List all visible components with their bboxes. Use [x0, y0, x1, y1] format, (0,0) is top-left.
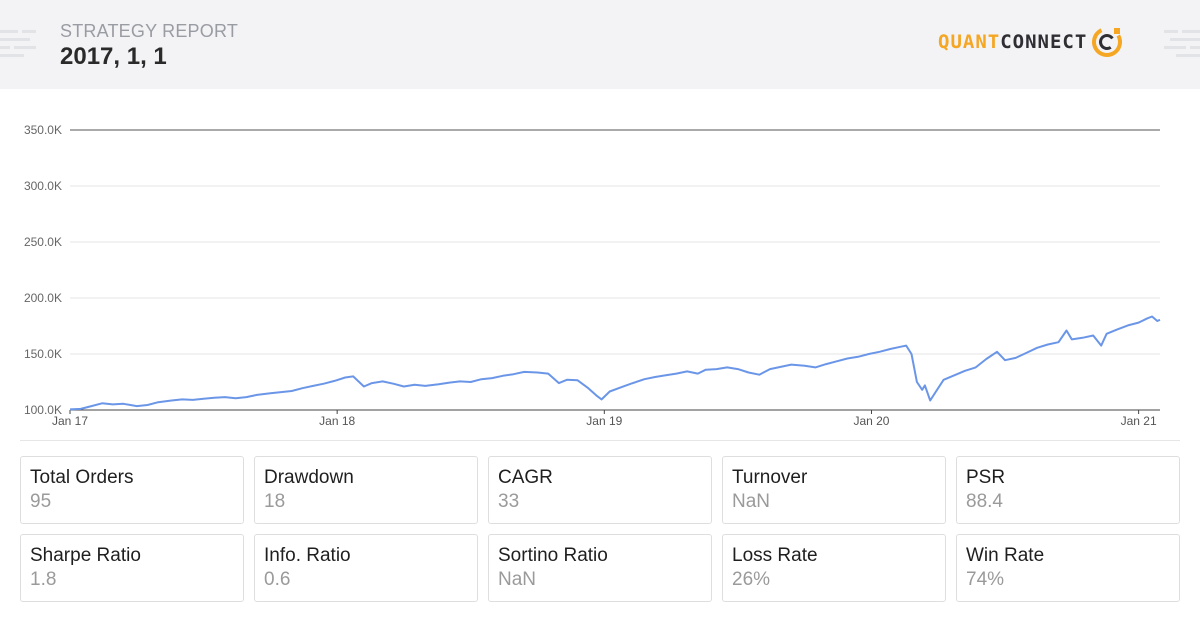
stat-card: Info. Ratio 0.6	[254, 534, 478, 602]
stat-label: Sortino Ratio	[498, 545, 608, 566]
stat-card: Total Orders 95	[20, 456, 244, 524]
stat-card: Sharpe Ratio 1.8	[20, 534, 244, 602]
report-date-title: 2017, 1, 1	[60, 43, 167, 70]
stat-card: Loss Rate 26%	[722, 534, 946, 602]
quantconnect-mark-icon	[1092, 27, 1123, 57]
stat-value: 88.4	[966, 491, 1003, 512]
logo-text-quant: QUANT	[938, 31, 1001, 53]
stat-card: Win Rate 74%	[956, 534, 1180, 602]
stat-card: Sortino Ratio NaN	[488, 534, 712, 602]
stat-card: PSR 88.4	[956, 456, 1180, 524]
equity-line-chart: 100.0K 150.0K 200.0K 250.0K 300.0K 350.0K Jan …	[24, 123, 1161, 428]
stat-value: NaN	[732, 491, 771, 512]
stat-label: Total Orders	[30, 467, 134, 488]
stat-value: 95	[30, 491, 52, 512]
y-tick-label: 350.0K	[24, 123, 62, 137]
stat-value: 33	[498, 491, 520, 512]
decorative-lines-icon	[1164, 30, 1200, 57]
stat-label: Drawdown	[264, 467, 354, 488]
decorative-lines-icon	[0, 30, 36, 57]
x-tick-label: Jan 17	[52, 414, 88, 428]
x-tick-label: Jan 19	[586, 414, 622, 428]
quantconnect-logo: QUANT CONNECT	[938, 22, 1125, 62]
section-divider	[20, 440, 1180, 441]
report-header: STRATEGY REPORT 2017, 1, 1 QUANT CONNECT	[0, 0, 1200, 89]
stat-value: NaN	[498, 569, 537, 590]
stat-value: 26%	[732, 569, 771, 590]
stat-value: 18	[264, 491, 286, 512]
y-tick-label: 150.0K	[24, 347, 62, 361]
report-subtitle: STRATEGY REPORT	[60, 21, 239, 41]
x-tick-label: Jan 18	[319, 414, 355, 428]
y-tick-label: 250.0K	[24, 235, 62, 249]
x-tick-label: Jan 20	[853, 414, 889, 428]
stat-card: CAGR 33	[488, 456, 712, 524]
y-tick-label: 200.0K	[24, 291, 62, 305]
y-tick-label: 100.0K	[24, 403, 62, 417]
stat-label: Loss Rate	[732, 545, 818, 566]
stat-value: 1.8	[30, 569, 57, 590]
logo-text-connect: CONNECT	[1000, 31, 1088, 53]
equity-chart: 100.0K 150.0K 200.0K 250.0K 300.0K 350.0K Jan …	[0, 89, 1200, 439]
stat-label: Turnover	[732, 467, 808, 488]
stat-label: Info. Ratio	[264, 545, 351, 566]
x-tick-label: Jan 21	[1121, 414, 1157, 428]
equity-series-line	[69, 315, 1161, 411]
stat-card: Turnover NaN	[722, 456, 946, 524]
y-tick-label: 300.0K	[24, 179, 62, 193]
stat-label: CAGR	[498, 467, 553, 488]
stat-value: 0.6	[264, 569, 291, 590]
stat-value: 74%	[966, 569, 1005, 590]
stat-card: Drawdown 18	[254, 456, 478, 524]
stat-label: Sharpe Ratio	[30, 545, 141, 566]
stat-label: PSR	[966, 467, 1006, 488]
stat-label: Win Rate	[966, 545, 1045, 566]
